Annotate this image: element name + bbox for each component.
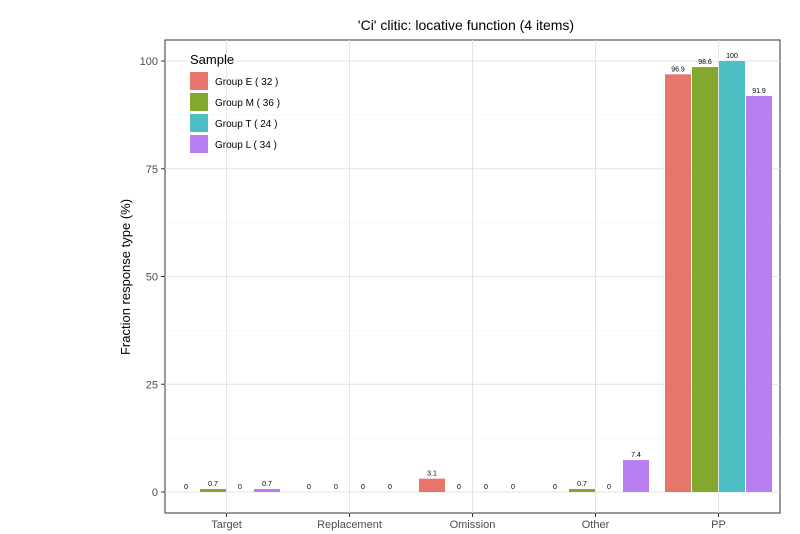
bar xyxy=(569,488,595,492)
bar xyxy=(746,95,772,492)
legend-label: Group L ( 34 ) xyxy=(215,140,277,151)
x-tick-label: Replacement xyxy=(317,519,382,531)
y-tick-label: 50 xyxy=(146,272,158,284)
legend-key xyxy=(190,93,208,111)
y-tick-label: 25 xyxy=(146,379,158,391)
x-tick-label: Target xyxy=(211,519,242,531)
bar-value-label: 0 xyxy=(388,484,392,491)
bar-value-label: 0 xyxy=(511,484,515,491)
bar xyxy=(623,460,649,492)
bar xyxy=(665,74,691,493)
y-tick-label: 75 xyxy=(146,164,158,176)
x-tick-label: Other xyxy=(582,519,610,531)
bar-value-label: 0.7 xyxy=(262,481,272,488)
bar-value-label: 0 xyxy=(307,484,311,491)
bar-value-label: 0 xyxy=(553,484,557,491)
bar xyxy=(692,67,718,492)
bar-value-label: 3.1 xyxy=(427,471,437,478)
legend-label: Group M ( 36 ) xyxy=(215,98,280,109)
y-tick-label: 0 xyxy=(152,487,158,499)
bar xyxy=(419,478,445,492)
bar-value-label: 96.9 xyxy=(671,66,685,73)
bar-value-label: 91.9 xyxy=(752,88,766,95)
bar-value-label: 100 xyxy=(726,53,738,60)
bar-value-label: 0 xyxy=(607,484,611,491)
y-tick-label: 100 xyxy=(140,56,158,68)
bar xyxy=(254,488,280,492)
legend-key xyxy=(190,72,208,90)
bar-value-label: 98.6 xyxy=(698,59,712,66)
bar-value-label: 0 xyxy=(361,484,365,491)
bar xyxy=(719,61,745,492)
bar-value-label: 0.7 xyxy=(577,481,587,488)
chart-title: 'Ci' clitic: locative function (4 items) xyxy=(358,17,574,33)
bar-value-label: 0 xyxy=(484,484,488,491)
bar-value-label: 0 xyxy=(457,484,461,491)
x-tick-label: PP xyxy=(711,519,726,531)
legend-title: Sample xyxy=(190,52,234,67)
legend: Sample Group E ( 32 ) Group M ( 36 ) Group … xyxy=(190,52,280,153)
bar-value-label: 0.7 xyxy=(208,481,218,488)
bar-value-label: 0 xyxy=(184,484,188,491)
legend-key xyxy=(190,114,208,132)
bar-value-label: 7.4 xyxy=(631,452,641,459)
legend-label: Group T ( 24 ) xyxy=(215,119,277,130)
legend-label: Group E ( 32 ) xyxy=(215,77,278,88)
y-axis-title: Fraction response type (%) xyxy=(118,199,133,355)
legend-key xyxy=(190,135,208,153)
bar-value-label: 0 xyxy=(334,484,338,491)
x-tick-label: Omission xyxy=(450,519,496,531)
bar xyxy=(200,488,226,492)
bar-value-label: 0 xyxy=(238,484,242,491)
